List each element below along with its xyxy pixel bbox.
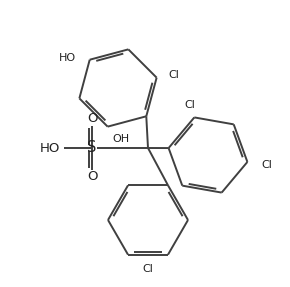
Text: Cl: Cl <box>143 264 153 274</box>
Text: HO: HO <box>40 141 60 154</box>
Text: OH: OH <box>113 134 130 144</box>
Text: O: O <box>87 170 97 183</box>
Text: S: S <box>87 141 97 156</box>
Text: Cl: Cl <box>169 70 180 80</box>
Text: Cl: Cl <box>184 100 195 110</box>
Text: HO: HO <box>59 53 76 63</box>
Text: Cl: Cl <box>261 160 272 170</box>
Text: O: O <box>87 113 97 125</box>
